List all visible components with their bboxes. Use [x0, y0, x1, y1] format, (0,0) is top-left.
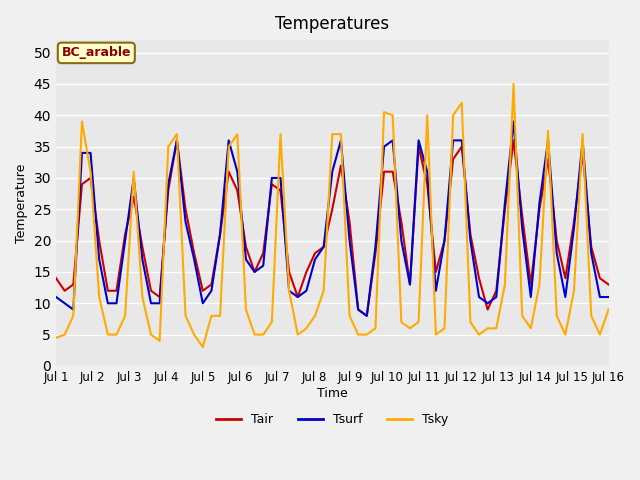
Tair — [363, 313, 371, 319]
Tsky — [588, 313, 595, 319]
Tsky — [199, 344, 207, 350]
Tair — [588, 244, 595, 250]
Line: Tsky: Tsky — [56, 84, 609, 347]
Tair — [605, 282, 612, 288]
Line: Tair: Tair — [56, 140, 609, 316]
Tsky — [605, 307, 612, 312]
Text: BC_arable: BC_arable — [61, 47, 131, 60]
Tsky — [182, 313, 189, 319]
Legend: Tair, Tsurf, Tsky: Tair, Tsurf, Tsky — [211, 408, 454, 432]
Tsky — [509, 81, 517, 87]
Tsurf — [363, 313, 371, 319]
Tsurf — [544, 137, 552, 143]
Line: Tsurf: Tsurf — [56, 121, 609, 316]
Tsurf — [605, 294, 612, 300]
Tsurf — [285, 288, 293, 294]
Tsurf — [509, 119, 517, 124]
Tsky — [294, 332, 301, 337]
Tsurf — [182, 219, 189, 225]
Tsky — [225, 144, 232, 149]
Tair — [346, 219, 353, 225]
X-axis label: Time: Time — [317, 386, 348, 399]
Tsurf — [52, 294, 60, 300]
Tsurf — [216, 231, 224, 237]
Tair — [173, 137, 180, 143]
Tsky — [544, 128, 552, 134]
Tair — [294, 294, 301, 300]
Tair — [544, 156, 552, 162]
Title: Temperatures: Temperatures — [275, 15, 389, 33]
Y-axis label: Temperature: Temperature — [15, 163, 28, 243]
Tsurf — [588, 250, 595, 256]
Tsky — [346, 313, 353, 319]
Tsurf — [337, 137, 345, 143]
Tair — [52, 276, 60, 281]
Tair — [225, 169, 232, 175]
Tair — [190, 250, 198, 256]
Tsky — [52, 335, 60, 341]
